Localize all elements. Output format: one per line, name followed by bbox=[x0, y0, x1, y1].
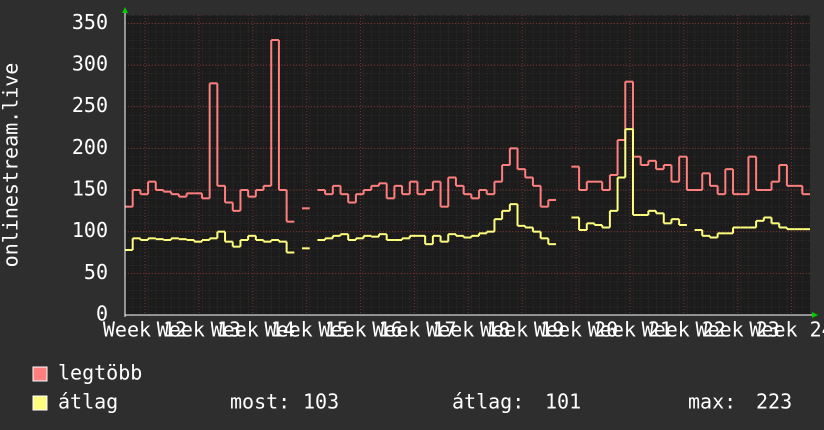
stat-value: 101 bbox=[545, 390, 581, 414]
y-tick-label: 200 bbox=[72, 135, 108, 159]
x-tick-label: Week 21 bbox=[588, 318, 672, 342]
y-axis-label: onlinestream.live bbox=[0, 63, 23, 268]
y-tick-label: 50 bbox=[84, 260, 108, 284]
x-tick-label: Week 16 bbox=[318, 318, 402, 342]
x-tick-label: Week 18 bbox=[426, 318, 510, 342]
x-tick-label: Week 22 bbox=[642, 318, 726, 342]
stat-label: most: bbox=[230, 390, 290, 414]
x-tick-label: Week 23 bbox=[696, 318, 780, 342]
x-tick-label: Week 14 bbox=[211, 318, 295, 342]
stat-label: max: bbox=[688, 390, 736, 414]
minor-grid bbox=[125, 15, 810, 315]
x-tick-label: Week 12 bbox=[103, 318, 187, 342]
x-tick-label: Week 17 bbox=[372, 318, 456, 342]
legend-swatch bbox=[32, 395, 48, 411]
legend-label: átlag bbox=[58, 390, 118, 414]
legend-label: legtöbb bbox=[58, 361, 142, 385]
x-tick-label: Week 24 bbox=[749, 318, 824, 342]
legend-swatch bbox=[32, 366, 48, 382]
y-tick-label: 300 bbox=[72, 52, 108, 76]
x-tick-label: Week 13 bbox=[157, 318, 241, 342]
x-tick-label: Week 15 bbox=[264, 318, 348, 342]
y-arrow bbox=[122, 7, 128, 13]
y-tick-label: 250 bbox=[72, 93, 108, 117]
x-tick-label: Week 19 bbox=[480, 318, 564, 342]
y-tick-label: 100 bbox=[72, 218, 108, 242]
stat-value: 103 bbox=[303, 390, 339, 414]
x-arrow bbox=[812, 312, 818, 318]
y-tick-label: 0 bbox=[96, 302, 108, 326]
y-tick-label: 150 bbox=[72, 177, 108, 201]
x-tick-label: Week 20 bbox=[534, 318, 618, 342]
stat-value: 223 bbox=[756, 390, 792, 414]
stat-label: átlag: bbox=[452, 390, 524, 414]
y-tick-label: 350 bbox=[72, 10, 108, 34]
